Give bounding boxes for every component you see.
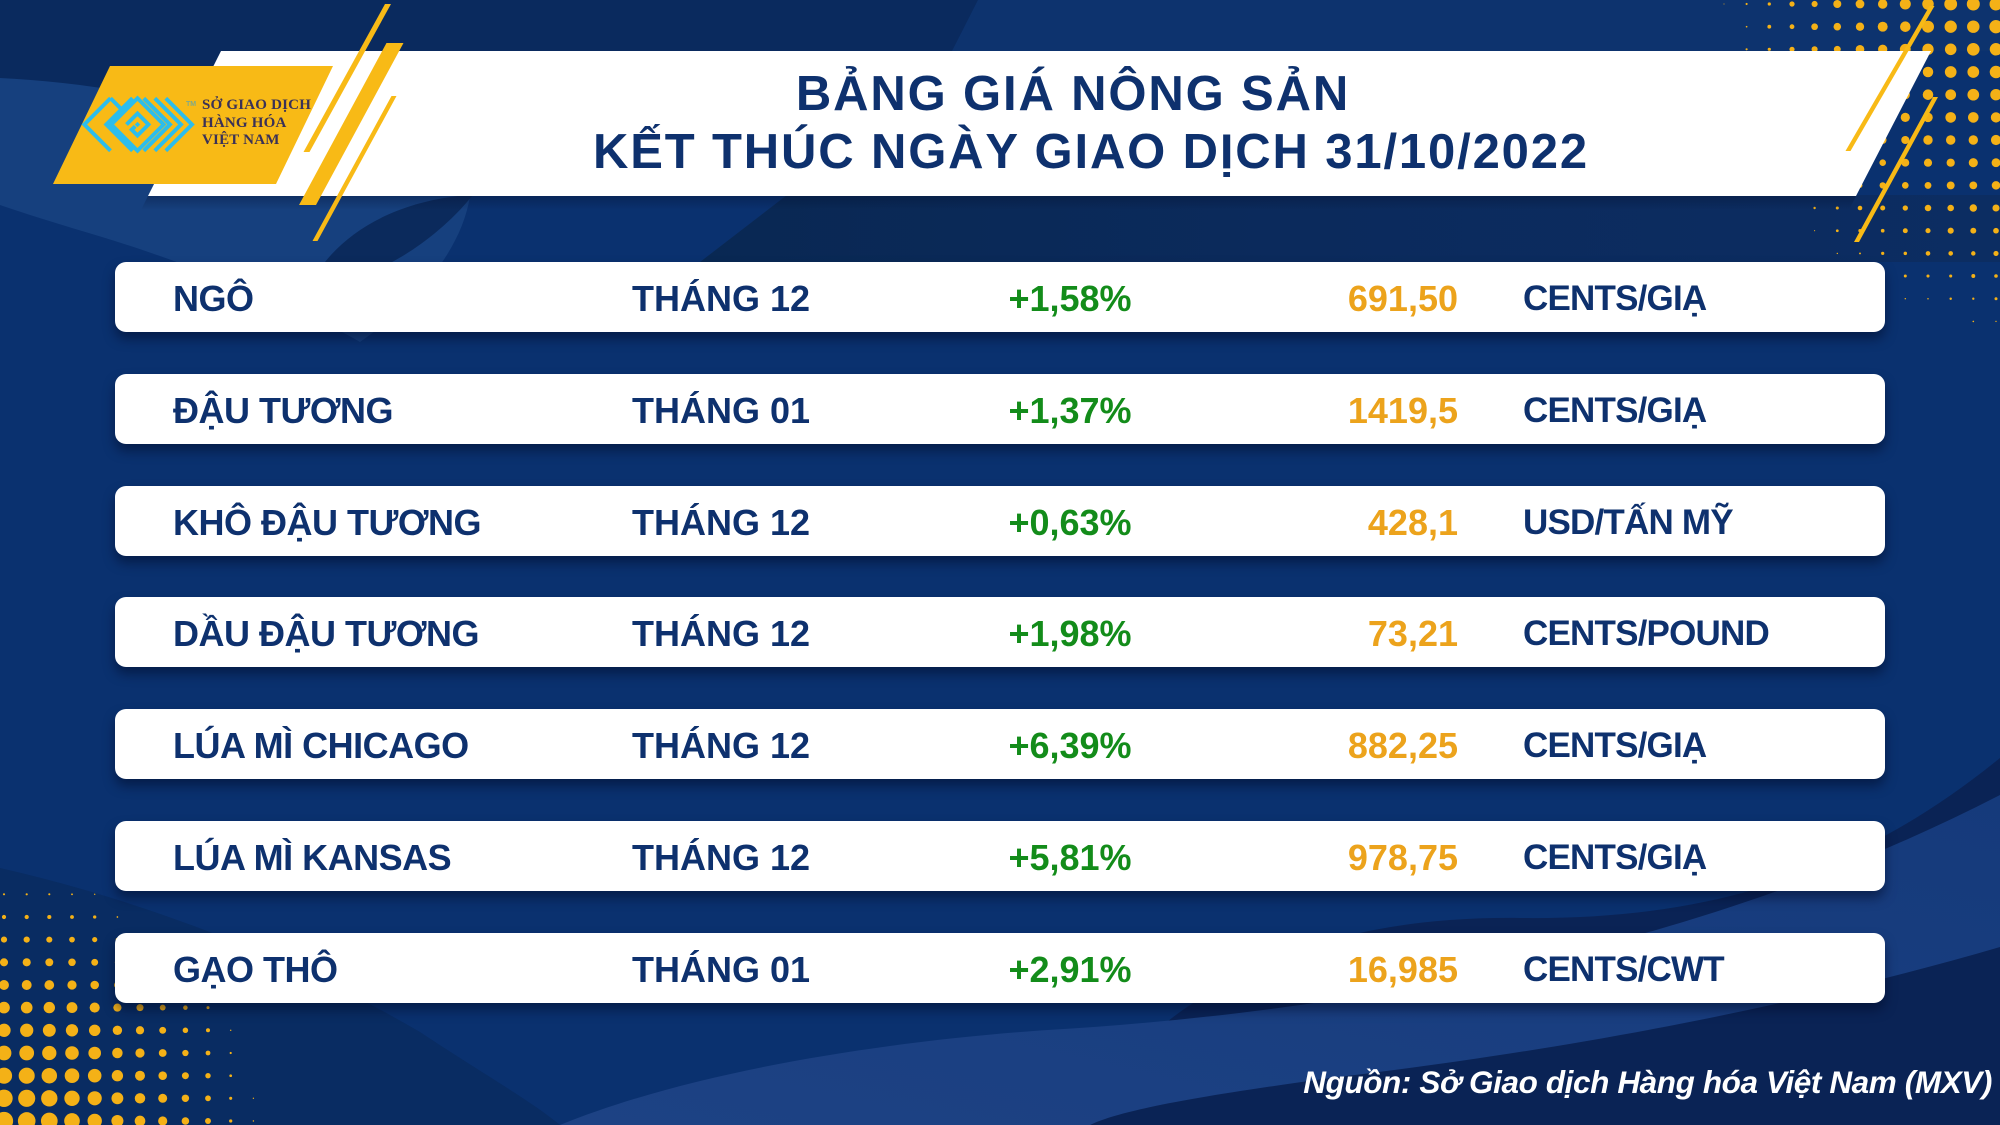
svg-text:TM: TM: [186, 101, 196, 108]
